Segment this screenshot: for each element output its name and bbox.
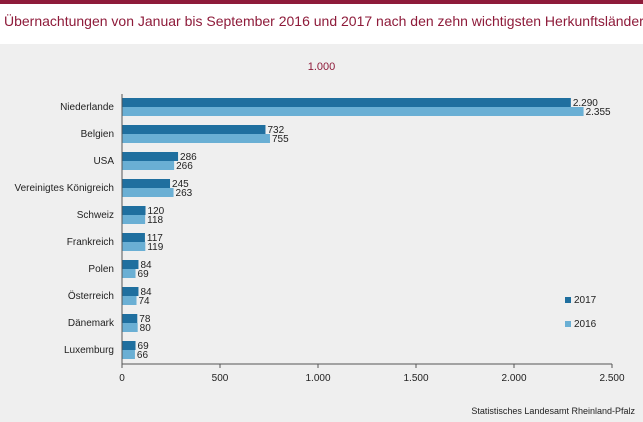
bar-2017 bbox=[122, 152, 179, 161]
data-label: 74 bbox=[139, 296, 151, 307]
category-label: Frankreich bbox=[67, 237, 114, 248]
bar-2017 bbox=[122, 314, 138, 323]
data-label: 84 bbox=[140, 287, 152, 298]
data-label: 245 bbox=[172, 179, 189, 190]
data-label: 120 bbox=[148, 206, 165, 217]
category-labels-group: Niederlande Belgien USA Vereinigtes Königre… bbox=[14, 102, 115, 356]
data-label: 2.355 bbox=[586, 107, 611, 118]
source-note: Statistisches Landesamt Rheinland-Pfalz bbox=[471, 406, 635, 416]
x-tick-label: 1.000 bbox=[305, 373, 330, 384]
bar-2016 bbox=[122, 269, 136, 278]
data-label: 69 bbox=[138, 269, 150, 280]
category-label: Österreich bbox=[68, 290, 114, 302]
bar-2016 bbox=[122, 323, 138, 332]
data-label: 69 bbox=[138, 341, 150, 352]
bar-2016 bbox=[122, 296, 137, 305]
bar-2016 bbox=[122, 188, 174, 197]
category-label: Schweiz bbox=[77, 210, 114, 221]
bar-2016 bbox=[122, 242, 146, 251]
category-label: Dänemark bbox=[68, 318, 115, 329]
data-label: 119 bbox=[147, 242, 163, 253]
category-label: USA bbox=[93, 156, 114, 167]
bar-2017 bbox=[122, 98, 571, 107]
data-label: 266 bbox=[176, 161, 193, 172]
x-tick-label: 2.500 bbox=[599, 373, 624, 384]
bar-2016 bbox=[122, 350, 135, 359]
bar-2017 bbox=[122, 260, 139, 269]
x-tick-label: 500 bbox=[212, 373, 229, 384]
legend-group: 2017 2016 bbox=[565, 295, 597, 330]
x-tick-label: 1.500 bbox=[403, 373, 428, 384]
legend-swatch-2017 bbox=[565, 297, 571, 303]
bar-2017 bbox=[122, 179, 171, 188]
data-label: 732 bbox=[267, 125, 284, 136]
category-label: Niederlande bbox=[60, 102, 114, 113]
unit-label: 1.000 bbox=[307, 61, 336, 73]
bar-2016 bbox=[122, 161, 175, 170]
category-label: Vereinigtes Königreich bbox=[14, 183, 114, 194]
bar-2016 bbox=[122, 215, 146, 224]
data-label: 84 bbox=[140, 260, 152, 271]
x-axis-group: 0 500 1.000 1.500 2.000 2.500 bbox=[119, 94, 625, 384]
bar-2017 bbox=[122, 233, 145, 242]
data-label: 118 bbox=[147, 215, 163, 226]
top-accent-rule bbox=[0, 0, 643, 4]
data-label: 755 bbox=[272, 134, 289, 145]
data-label: 78 bbox=[139, 314, 151, 325]
bar-2017 bbox=[122, 287, 139, 296]
bar-2017 bbox=[122, 125, 266, 134]
legend-swatch-2016 bbox=[565, 321, 571, 327]
data-label: 80 bbox=[140, 323, 152, 334]
bar-2017 bbox=[122, 341, 136, 350]
bars-group bbox=[122, 98, 584, 359]
data-label: 66 bbox=[137, 350, 149, 361]
data-label: 263 bbox=[176, 188, 193, 199]
x-tick-label: 0 bbox=[119, 373, 125, 384]
category-label: Polen bbox=[88, 264, 114, 275]
bar-2017 bbox=[122, 206, 146, 215]
bar-2016 bbox=[122, 107, 584, 116]
header: Übernachtungen von Januar bis September … bbox=[0, 4, 643, 44]
data-label: 117 bbox=[147, 233, 163, 244]
x-tick-label: 2.000 bbox=[501, 373, 526, 384]
bar-2016 bbox=[122, 134, 270, 143]
legend-label: 2017 bbox=[574, 295, 597, 306]
category-label: Belgien bbox=[81, 129, 114, 140]
chart-title: Übernachtungen von Januar bis September … bbox=[4, 13, 643, 29]
data-label: 286 bbox=[180, 152, 197, 163]
data-label: 2.290 bbox=[573, 98, 598, 109]
category-label: Luxemburg bbox=[64, 345, 114, 356]
legend-label: 2016 bbox=[574, 319, 597, 330]
